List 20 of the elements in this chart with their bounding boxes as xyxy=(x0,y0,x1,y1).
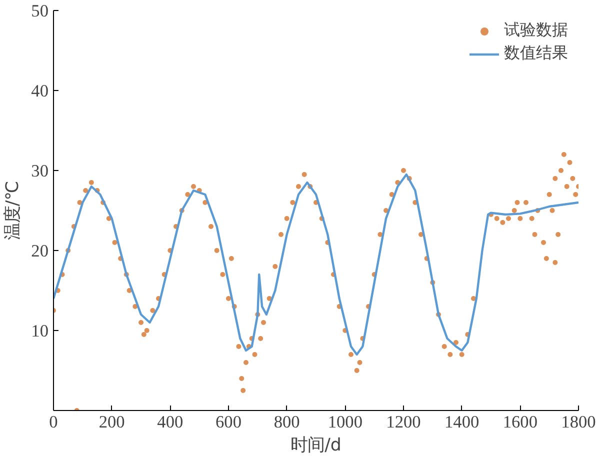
legend-label: 试验数据 xyxy=(504,20,568,41)
x-axis-title: 时间/d xyxy=(290,436,342,456)
y-tick-label: 10 xyxy=(31,322,48,340)
x-tick-label: 800 xyxy=(274,412,300,432)
x-tick-label: 0 xyxy=(49,412,58,432)
x-tick-label: 1600 xyxy=(502,412,538,432)
x-tick-label: 600 xyxy=(216,412,242,432)
y-tick-label: 20 xyxy=(31,242,48,260)
x-tick-label: 200 xyxy=(98,412,125,432)
x-tick-label: 1000 xyxy=(328,412,362,432)
y-axis-title: 温度/℃ xyxy=(3,180,24,240)
x-tick-label: 1200 xyxy=(386,412,421,432)
y-tick-label: 30 xyxy=(31,162,48,180)
y-tick-label: 50 xyxy=(31,2,48,20)
legend-label: 数值结果 xyxy=(504,43,568,64)
x-tick-label: 400 xyxy=(157,412,184,432)
x-tick-label: 1400 xyxy=(444,412,480,432)
line-series xyxy=(54,173,578,356)
y-tick-label: 40 xyxy=(31,82,48,100)
x-tick-label: 1800 xyxy=(561,412,596,432)
